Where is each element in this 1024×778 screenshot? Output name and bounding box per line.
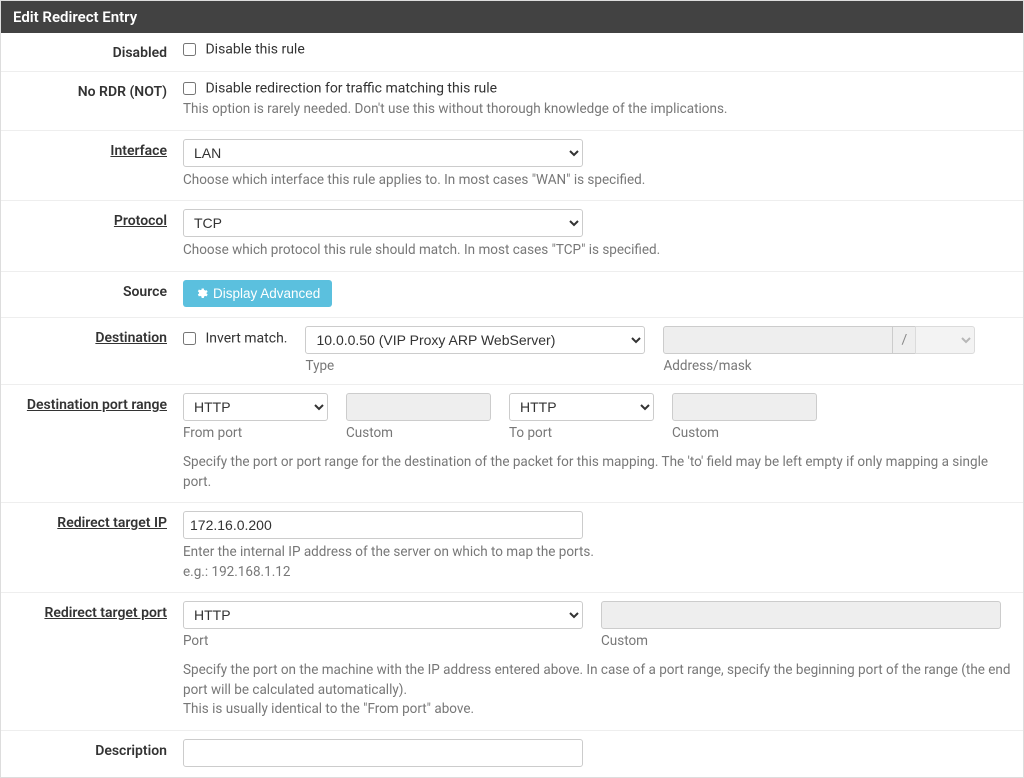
panel-title: Edit Redirect Entry xyxy=(1,1,1023,33)
nordr-help: This option is rarely needed. Don't use … xyxy=(183,100,1011,120)
row-disabled: Disabled Disable this rule xyxy=(1,33,1023,72)
invert-match-label: Invert match. xyxy=(205,330,287,346)
from-custom-sub: Custom xyxy=(346,425,491,441)
interface-help: Choose which interface this rule applies… xyxy=(183,171,1011,191)
label-protocol: Protocol xyxy=(114,213,167,229)
row-source: Source Display Advanced xyxy=(1,272,1023,318)
label-source: Source xyxy=(13,280,183,307)
label-dest-port: Destination port range xyxy=(27,397,167,413)
description-input[interactable] xyxy=(183,739,583,767)
to-custom-input xyxy=(672,393,817,421)
from-port-sub: From port xyxy=(183,425,328,441)
row-protocol: Protocol TCP Choose which protocol this … xyxy=(1,201,1023,272)
nordr-text: Disable redirection for traffic matching… xyxy=(205,80,497,96)
to-port-sub: To port xyxy=(509,425,654,441)
label-interface: Interface xyxy=(110,143,167,159)
label-description: Description xyxy=(13,739,183,767)
redirect-port-help2: This is usually identical to the "From p… xyxy=(183,700,1011,720)
row-dest-port: Destination port range HTTP From port Cu… xyxy=(1,385,1023,503)
destination-addr-sub: Address/mask xyxy=(663,358,975,374)
slash-label: / xyxy=(893,326,915,354)
row-description: Description xyxy=(1,731,1023,777)
redirect-port-custom xyxy=(601,601,1001,629)
label-disabled: Disabled xyxy=(13,41,183,61)
disabled-checkbox[interactable] xyxy=(183,43,196,56)
redirect-ip-input[interactable] xyxy=(183,511,583,539)
protocol-help: Choose which protocol this rule should m… xyxy=(183,241,1011,261)
redirect-port-select[interactable]: HTTP xyxy=(183,601,583,629)
from-custom-input xyxy=(346,393,491,421)
row-redirect-ip: Redirect target IP Enter the internal IP… xyxy=(1,503,1023,593)
label-nordr: No RDR (NOT) xyxy=(13,80,183,120)
row-nordr: No RDR (NOT) Disable redirection for tra… xyxy=(1,72,1023,131)
nordr-checkbox[interactable] xyxy=(183,82,196,95)
row-redirect-port: Redirect target port HTTP Port Custom Sp… xyxy=(1,593,1023,731)
display-advanced-button[interactable]: Display Advanced xyxy=(183,280,332,307)
protocol-select[interactable]: TCP xyxy=(183,209,583,237)
dest-port-help: Specify the port or port range for the d… xyxy=(183,453,1011,492)
invert-match-checkbox[interactable] xyxy=(183,332,196,345)
to-port-select[interactable]: HTTP xyxy=(509,393,654,421)
row-destination: Destination Invert match. 10.0.0.50 (VIP… xyxy=(1,318,1023,385)
disabled-text: Disable this rule xyxy=(205,41,304,57)
destination-mask-select xyxy=(915,326,975,354)
label-redirect-port: Redirect target port xyxy=(44,605,167,621)
display-advanced-label: Display Advanced xyxy=(213,286,320,301)
gear-icon xyxy=(195,287,208,300)
redirect-ip-help2: e.g.: 192.168.1.12 xyxy=(183,563,1011,583)
interface-select[interactable]: LAN xyxy=(183,139,583,167)
label-destination: Destination xyxy=(95,330,167,346)
destination-type-sub: Type xyxy=(305,358,645,374)
destination-address-input xyxy=(663,326,893,354)
label-redirect-ip: Redirect target IP xyxy=(57,515,167,531)
edit-redirect-panel: Edit Redirect Entry Disabled Disable thi… xyxy=(0,0,1024,778)
redirect-ip-help1: Enter the internal IP address of the ser… xyxy=(183,543,1011,563)
destination-type-select[interactable]: 10.0.0.50 (VIP Proxy ARP WebServer) xyxy=(305,326,645,354)
from-port-select[interactable]: HTTP xyxy=(183,393,328,421)
redirect-port-sub: Port xyxy=(183,633,583,649)
row-interface: Interface LAN Choose which interface thi… xyxy=(1,131,1023,202)
redirect-port-help1: Specify the port on the machine with the… xyxy=(183,661,1011,700)
to-custom-sub: Custom xyxy=(672,425,817,441)
redirect-port-custom-sub: Custom xyxy=(601,633,1001,649)
